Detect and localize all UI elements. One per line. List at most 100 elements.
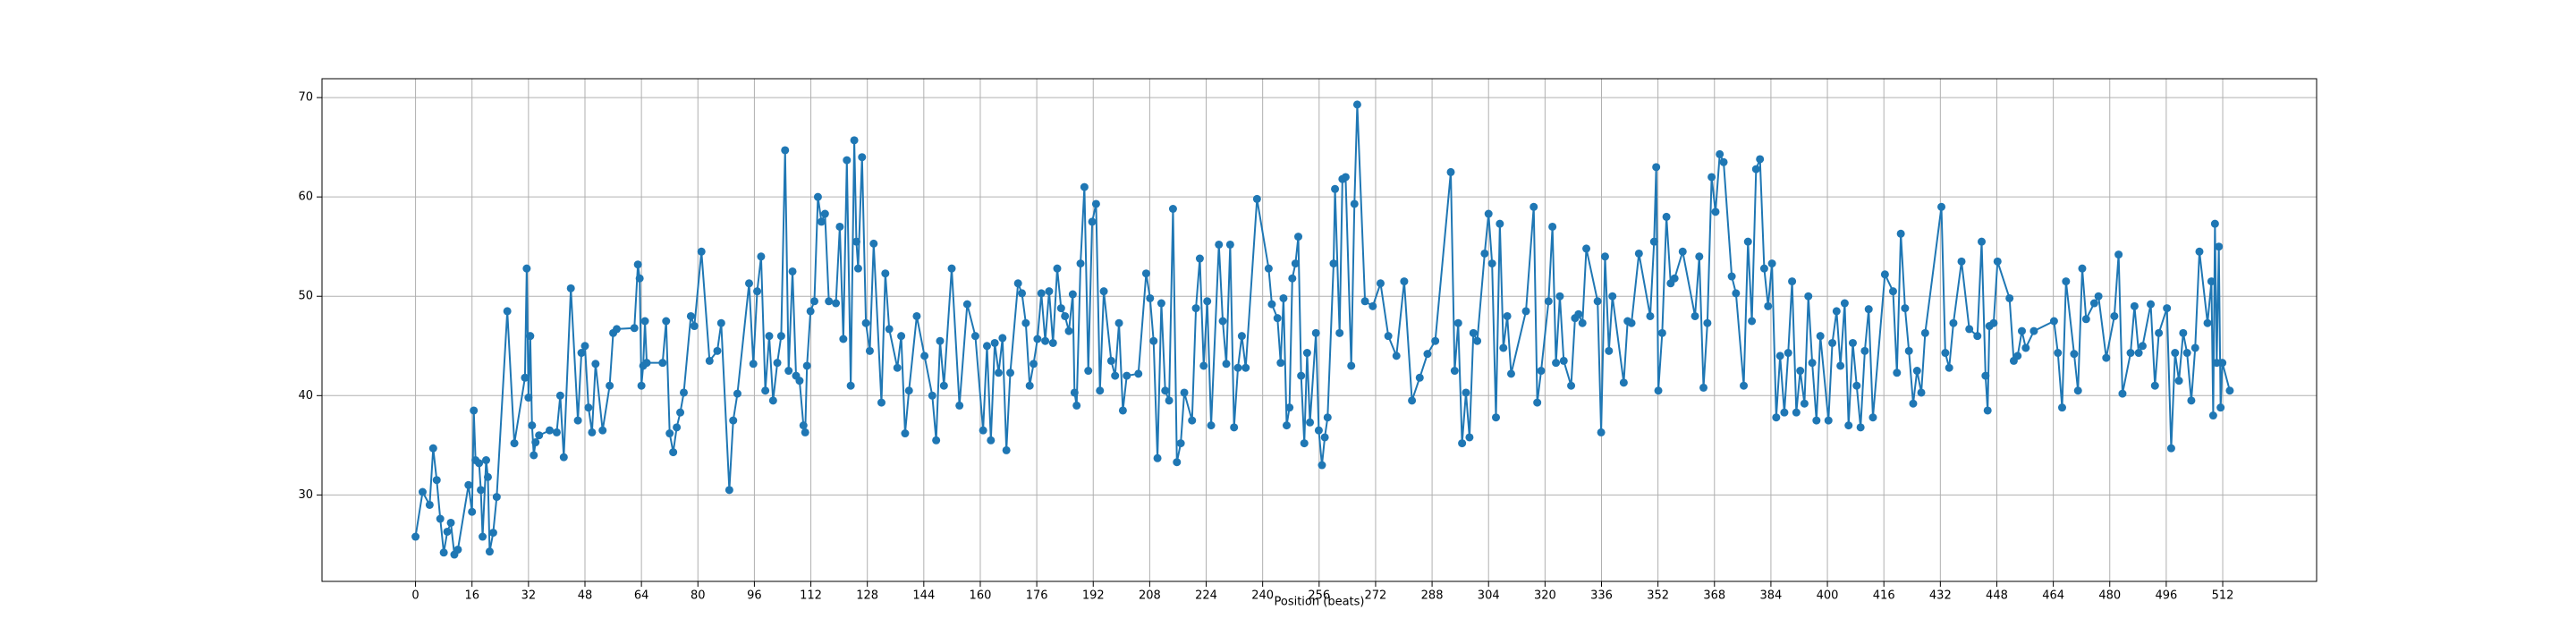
x-tick-label: 208 xyxy=(1139,589,1161,603)
data-point xyxy=(1329,259,1338,268)
data-point xyxy=(1756,155,1765,164)
data-point xyxy=(2062,277,2071,286)
data-point xyxy=(1018,289,1027,298)
data-point xyxy=(1499,343,1508,352)
data-point xyxy=(2195,247,2204,256)
data-point xyxy=(1134,369,1143,378)
data-point xyxy=(1048,338,1057,347)
data-point xyxy=(1864,305,1873,314)
data-point xyxy=(1792,408,1801,417)
data-point xyxy=(2118,389,2127,398)
data-point xyxy=(535,431,544,440)
x-tick-label: 384 xyxy=(1760,589,1783,603)
data-point xyxy=(1191,304,1200,313)
data-point xyxy=(1904,346,1913,355)
data-point xyxy=(1597,428,1606,436)
data-point xyxy=(1788,277,1797,286)
data-point xyxy=(1241,363,1250,372)
data-point xyxy=(920,352,929,360)
data-point xyxy=(1041,336,1050,345)
data-point xyxy=(1544,297,1553,306)
data-point xyxy=(1225,240,1234,249)
x-tick-label: 192 xyxy=(1082,589,1105,603)
data-point xyxy=(1983,406,1992,415)
data-point xyxy=(1533,398,1542,407)
data-point xyxy=(1503,311,1512,320)
data-point xyxy=(1678,247,1687,256)
data-point xyxy=(1450,367,1459,376)
data-point xyxy=(411,532,420,541)
data-point xyxy=(676,408,685,417)
data-point xyxy=(566,284,575,292)
data-point xyxy=(1634,249,1643,258)
data-point xyxy=(528,421,537,430)
x-tick-label: 320 xyxy=(1534,589,1556,603)
data-point xyxy=(832,299,841,308)
data-point xyxy=(784,367,793,376)
data-point xyxy=(2174,377,2183,386)
data-point xyxy=(1670,274,1679,283)
x-tick-label: 368 xyxy=(1703,589,1725,603)
data-point xyxy=(757,252,766,261)
data-point xyxy=(1764,301,1773,310)
data-point xyxy=(1993,257,2002,266)
data-point xyxy=(1652,163,1661,172)
data-point xyxy=(1360,297,1369,306)
data-point xyxy=(1740,381,1749,390)
data-point xyxy=(795,377,804,386)
data-point xyxy=(1593,297,1602,306)
data-point xyxy=(1199,361,1208,370)
data-point xyxy=(1695,252,1704,261)
data-point xyxy=(788,267,797,275)
data-point xyxy=(552,428,561,436)
x-tick-label: 0 xyxy=(411,589,419,603)
data-point xyxy=(2054,349,2063,358)
data-point xyxy=(1408,396,1417,405)
data-point xyxy=(990,338,999,347)
data-point xyxy=(806,307,815,316)
x-tick-label: 416 xyxy=(1873,589,1895,603)
data-point xyxy=(1732,289,1741,298)
data-point xyxy=(1053,264,1062,273)
data-point xyxy=(865,346,874,355)
data-point xyxy=(521,373,530,382)
data-point xyxy=(1808,359,1817,368)
data-point xyxy=(1981,371,1990,380)
data-point xyxy=(1288,274,1297,283)
data-point xyxy=(1772,413,1781,422)
data-point xyxy=(1453,318,1462,327)
data-point xyxy=(768,396,777,405)
data-point xyxy=(799,421,808,430)
data-point xyxy=(749,360,758,369)
data-point xyxy=(1061,311,1070,320)
data-point xyxy=(1844,421,1853,430)
data-point xyxy=(2208,411,2217,420)
data-point xyxy=(1106,356,1115,365)
data-point xyxy=(530,451,538,460)
data-point xyxy=(635,274,644,283)
data-point xyxy=(1484,209,1493,218)
y-tick-label: 70 xyxy=(298,91,313,105)
x-tick-label: 16 xyxy=(464,589,479,603)
data-point xyxy=(1318,461,1326,470)
data-point xyxy=(588,428,597,436)
data-point xyxy=(1037,289,1046,298)
data-point xyxy=(2207,277,2216,286)
x-axis-label: Position (beats) xyxy=(1275,596,1365,609)
data-point xyxy=(1848,338,1857,347)
data-point xyxy=(839,335,848,343)
data-point xyxy=(853,264,862,273)
data-point xyxy=(1548,222,1557,231)
x-tick-label: 160 xyxy=(970,589,992,603)
data-point xyxy=(669,448,678,457)
data-point xyxy=(776,332,785,341)
data-point xyxy=(481,455,490,464)
data-point xyxy=(1195,254,1204,263)
data-point xyxy=(998,334,1007,343)
data-point xyxy=(1180,388,1189,397)
data-point xyxy=(559,453,568,462)
data-point xyxy=(1487,259,1496,268)
data-point xyxy=(679,388,688,397)
data-point xyxy=(1300,439,1309,448)
